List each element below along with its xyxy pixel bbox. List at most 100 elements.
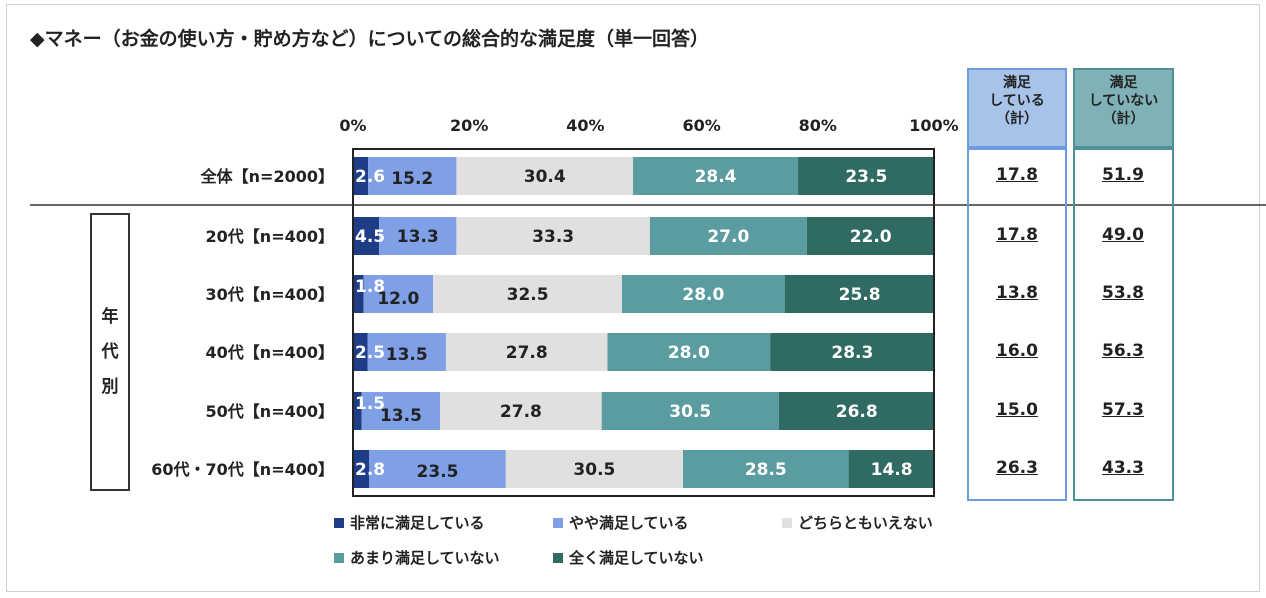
data-label: 33.3 [532,227,574,247]
bar-segment [601,392,779,430]
data-label: 14.8 [871,460,913,480]
x-tick-label: 20% [450,116,488,135]
data-label: 4.5 [355,227,385,247]
bar-segment [369,450,506,488]
bar-segment [440,392,602,430]
bar-segment [456,157,634,195]
category-label: 全体【n=2000】 [200,167,334,186]
summary-dissatisfied-box [1073,148,1174,501]
bar-segment [806,217,935,255]
data-label: 25.8 [839,285,881,305]
summary-satisfied-value: 17.8 [996,165,1038,185]
bar-segment [633,157,799,195]
data-label: 28.4 [695,167,737,187]
data-label: 23.5 [845,167,887,187]
bar-segment [683,450,849,488]
x-tick-label: 60% [682,116,720,135]
summary-dissatisfied-value: 49.0 [1102,225,1144,245]
x-tick-label: 80% [799,116,837,135]
bar-segment [353,450,370,488]
bar-segment [778,392,935,430]
bar-segment [361,392,441,430]
bar-segment [353,275,364,313]
bar-segment [353,392,362,430]
data-label: 1.8 [355,277,385,297]
bar-segment [379,217,457,255]
data-label: 28.0 [668,343,710,363]
bar-segment [456,217,650,255]
summary-satisfied-value: 26.3 [996,458,1038,478]
bar-segment [607,333,771,371]
data-label: 27.8 [500,402,542,422]
age-group-label-2: 代 [101,342,119,362]
bar-segment [368,157,457,195]
data-label: 13.3 [397,227,439,247]
bar-segment [770,333,935,371]
bar-segment [784,275,935,313]
data-label: 13.5 [386,345,428,365]
x-tick-label: 100% [909,116,958,135]
data-label: 1.5 [355,394,385,414]
summary-satisfied-box [967,148,1067,501]
data-label: 30.4 [524,167,566,187]
category-label: 60代・70代【n=400】 [151,460,334,479]
data-label: 32.5 [507,285,549,305]
bar-segment [505,450,684,488]
summary-satisfied-value: 15.0 [996,400,1038,420]
legend-item-somewhat-satisfied: やや満足している [553,512,689,533]
data-label: 12.0 [377,289,419,309]
bar-segment [353,333,368,371]
summary-satisfied-value: 17.8 [996,225,1038,245]
data-label: 28.3 [831,343,873,363]
data-label: 28.0 [682,285,724,305]
data-label: 22.0 [850,227,892,247]
legend-item-somewhat-dissatisfied: あまり満足していない [334,547,500,568]
data-label: 15.2 [391,169,433,189]
data-label: 27.8 [506,343,548,363]
data-label: 23.5 [417,462,459,482]
data-label: 28.5 [745,460,787,480]
plot-area-border [352,148,935,497]
bar-segment [433,275,623,313]
summary-satisfied-value: 16.0 [996,341,1038,361]
bar-segment [798,157,935,195]
summary-dissatisfied-value: 51.9 [1102,165,1144,185]
legend-swatch [782,517,792,528]
age-group-box [90,213,130,491]
chart-title: ◆マネー（お金の使い方・貯め方など）についての総合的な満足度（単一回答） [30,28,710,50]
summary-dissatisfied-header: 満足 していない （計） [1073,68,1174,148]
data-label: 30.5 [669,402,711,422]
bar-segment [848,450,935,488]
data-label: 2.5 [355,343,385,363]
summary-dissatisfied-value: 57.3 [1102,400,1144,420]
legend-item-neutral: どちらともいえない [782,512,933,533]
bar-segment [353,217,380,255]
legend-swatch [553,517,563,528]
category-label: 20代【n=400】 [206,227,334,246]
category-label: 50代【n=400】 [206,402,334,421]
age-group-label-3: 別 [101,377,119,397]
summary-dissatisfied-value: 43.3 [1102,458,1144,478]
legend-item-very-dissatisfied: 全く満足していない [553,547,704,568]
x-tick-label: 40% [566,116,604,135]
summary-dissatisfied-value: 56.3 [1102,341,1144,361]
x-tick-label: 0% [339,116,366,135]
data-label: 30.5 [573,460,615,480]
bar-segment [353,157,369,195]
category-label: 30代【n=400】 [206,285,334,304]
bar-segment [445,333,608,371]
summary-satisfied-header: 満足 している （計） [967,68,1067,148]
data-label: 13.5 [380,406,422,426]
data-label: 27.0 [707,227,749,247]
legend-item-very-satisfied: 非常に満足している [334,512,485,533]
category-label: 40代【n=400】 [206,343,334,362]
data-label: 26.8 [836,402,878,422]
summary-dissatisfied-value: 53.8 [1102,283,1144,303]
bar-segment [622,275,785,313]
legend-swatch [553,552,563,563]
legend-swatch [334,552,344,563]
bar-segment [649,217,807,255]
data-label: 2.8 [355,460,385,480]
bar-segment [367,333,446,371]
